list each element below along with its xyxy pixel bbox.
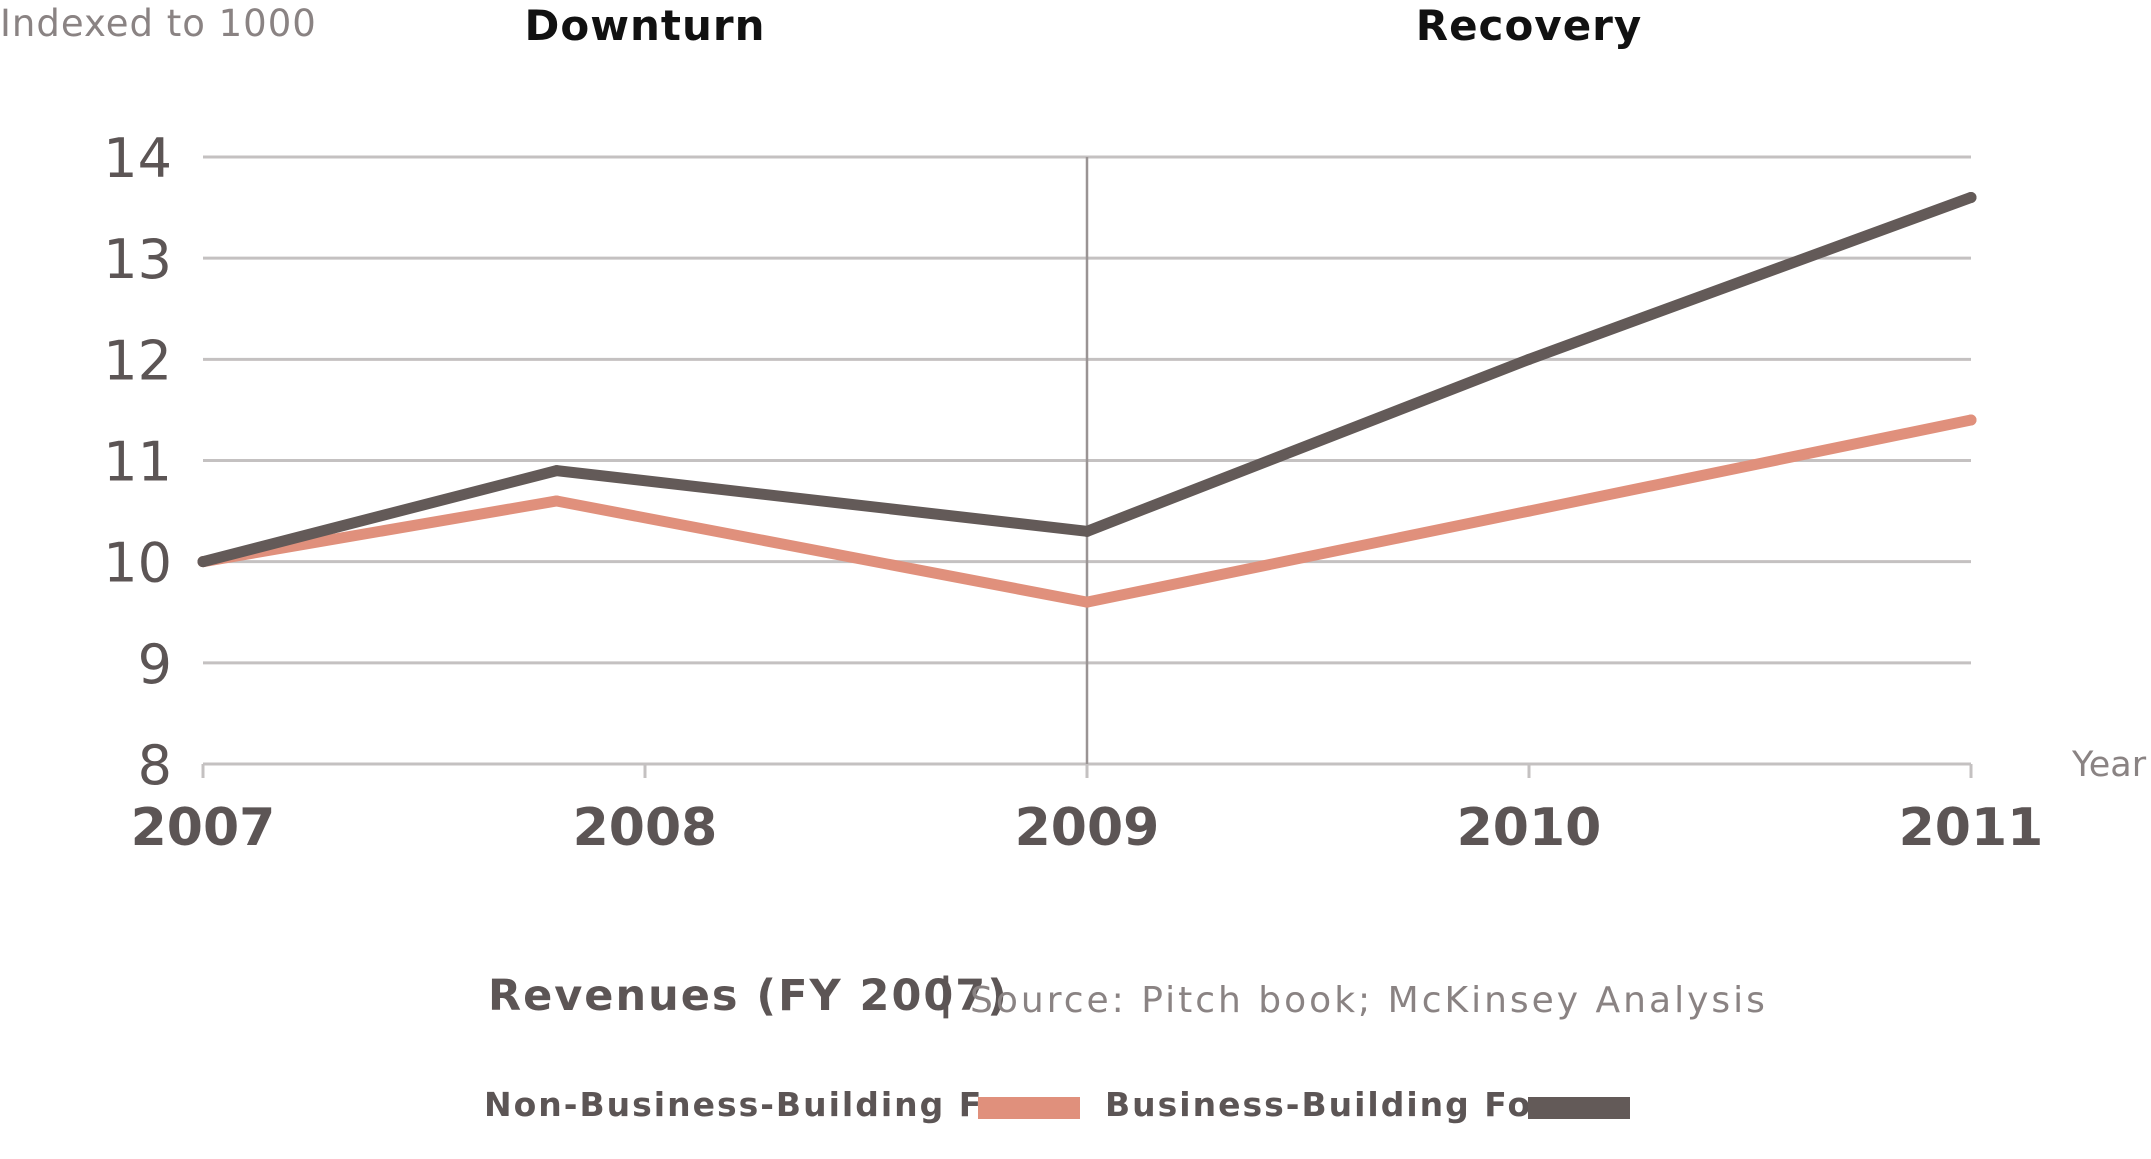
x-axis-labels: 2007 2008 2009 2010 2011: [131, 798, 2044, 858]
x-tick-label-2011: 2011: [1899, 798, 2044, 858]
chart-caption: Revenues (FY 2007) | Source: Pitch book;…: [488, 969, 1768, 1021]
data-point-business-building-focus-2008: [551, 465, 563, 477]
y-tick-label-11: 11: [103, 431, 172, 494]
data-point-business-building-focus-2007: [197, 556, 209, 568]
data-point-non-business-building-focus-2008: [551, 495, 563, 507]
legend: Non-Business-Building Focus Business-Bui…: [484, 1085, 1630, 1124]
x-axis-title: Year: [2071, 745, 2147, 785]
y-tick-label-13: 13: [103, 228, 172, 291]
y-tick-label-14: 14: [103, 127, 172, 190]
data-point-business-building-focus-2010: [1523, 353, 1535, 365]
caption-title: Revenues (FY 2007): [488, 971, 1009, 1021]
x-tick-label-2007: 2007: [131, 798, 276, 858]
x-tick-label-2010: 2010: [1457, 798, 1602, 858]
y-tick-label-8: 8: [138, 734, 172, 797]
legend-label-business-building: Business-Building Focus: [1105, 1085, 1601, 1124]
data-point-non-business-building-focus-2011: [1965, 414, 1977, 426]
data-point-business-building-focus-2011: [1965, 191, 1977, 203]
caption-source: Source: Pitch book; McKinsey Analysis: [970, 980, 1768, 1021]
series-lines: [197, 191, 1977, 608]
y-axis-labels: 8 9 10 11 12 13 14: [103, 127, 172, 797]
y-tick-label-12: 12: [103, 329, 172, 392]
legend-label-non-business-building: Non-Business-Building Focus: [484, 1085, 1075, 1124]
caption-separator: |: [938, 969, 954, 1019]
data-point-non-business-building-focus-2009: [1081, 596, 1093, 608]
x-tick-label-2008: 2008: [573, 798, 718, 858]
data-point-business-building-focus-2009: [1081, 525, 1093, 537]
x-axis-ticks: [201, 764, 1973, 778]
legend-swatch-business-building: [1528, 1097, 1630, 1119]
phase-labels: Downturn Recovery: [524, 1, 1643, 50]
y-axis-title: Indexed to 1000: [0, 2, 317, 45]
y-tick-label-10: 10: [103, 532, 172, 595]
phase-label-recovery: Recovery: [1416, 1, 1643, 50]
phase-label-downturn: Downturn: [524, 1, 765, 50]
y-tick-label-9: 9: [138, 633, 172, 696]
data-point-non-business-building-focus-2010: [1523, 505, 1535, 517]
x-tick-label-2009: 2009: [1015, 798, 1160, 858]
legend-swatch-non-business-building: [978, 1097, 1080, 1119]
